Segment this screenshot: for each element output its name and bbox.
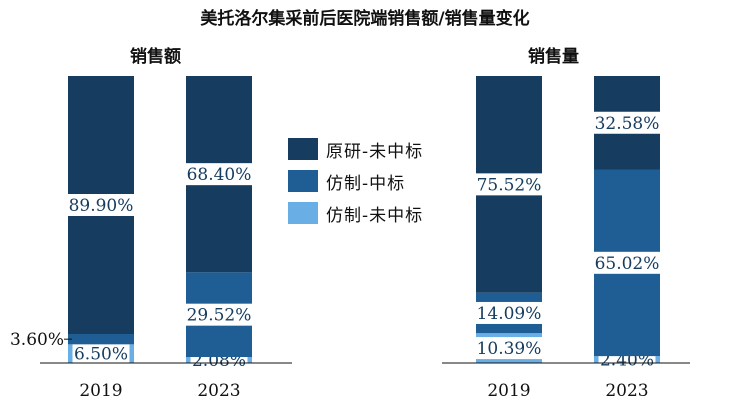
legend-item-generic-unbid: 仿制-未中标: [288, 202, 424, 226]
x-tick-label-volume-2019: 2019: [487, 381, 530, 401]
legend-item-original-unbid: 原研-未中标: [288, 138, 424, 162]
legend-label-original-unbid: 原研-未中标: [326, 141, 424, 162]
legend-swatch-generic-bid: [288, 170, 318, 192]
data-label-bg-amount-2023-series-1: [185, 303, 253, 326]
legend-swatch-generic-unbid: [288, 202, 318, 224]
data-label-volume-2019-series-0: 10.39%: [477, 339, 542, 359]
data-label-volume-2023-series-2: 32.58%: [595, 114, 660, 134]
x-tick-label-volume-2023: 2023: [605, 381, 648, 401]
data-label-volume-2019-series-2: 75.52%: [477, 175, 542, 195]
legend-swatch-original-unbid: [288, 138, 318, 160]
data-label-amount-2019-series-1: 3.60%: [10, 330, 64, 350]
panel-title-sales-volume: 销售量: [528, 47, 579, 67]
panel-title-sales-amount: 销售额: [130, 47, 181, 67]
data-label-amount-2023-series-1: 29.52%: [187, 306, 252, 326]
data-label-bg-volume-2019-series-2: [475, 173, 543, 196]
x-tick-label-amount-2019: 2019: [79, 381, 122, 401]
data-label-bg-amount-2023-series-2: [185, 163, 253, 186]
data-label-bg-volume-2019-series-0: [475, 337, 543, 360]
data-label-bg-amount-2019-series-2: [67, 194, 135, 217]
data-label-bg-volume-2023-series-2: [593, 111, 661, 134]
data-label-bg-volume-2023-series-1: [593, 251, 661, 274]
chart-title: 美托洛尔集采前后医院端销售额/销售量变化: [200, 9, 530, 29]
legend: 原研-未中标 仿制-中标 仿制-未中标: [288, 138, 423, 234]
data-label-bg-volume-2019-series-1: [475, 301, 543, 324]
data-label-amount-2019-series-0: 6.50%: [74, 345, 128, 365]
data-label-volume-2023-series-1: 65.02%: [595, 254, 660, 274]
bar-amount-2019-series-1: [68, 334, 134, 345]
data-label-amount-2023-series-2: 68.40%: [187, 165, 252, 185]
x-tick-label-amount-2023: 2023: [197, 381, 240, 401]
data-label-volume-2019-series-1: 14.09%: [477, 304, 542, 324]
data-label-bg-amount-2019-series-0: [72, 342, 130, 365]
legend-label-generic-bid: 仿制-中标: [326, 173, 406, 194]
legend-label-generic-unbid: 仿制-未中标: [326, 205, 424, 226]
data-label-amount-2019-series-2: 89.90%: [69, 196, 134, 216]
legend-item-generic-bid: 仿制-中标: [288, 170, 423, 194]
